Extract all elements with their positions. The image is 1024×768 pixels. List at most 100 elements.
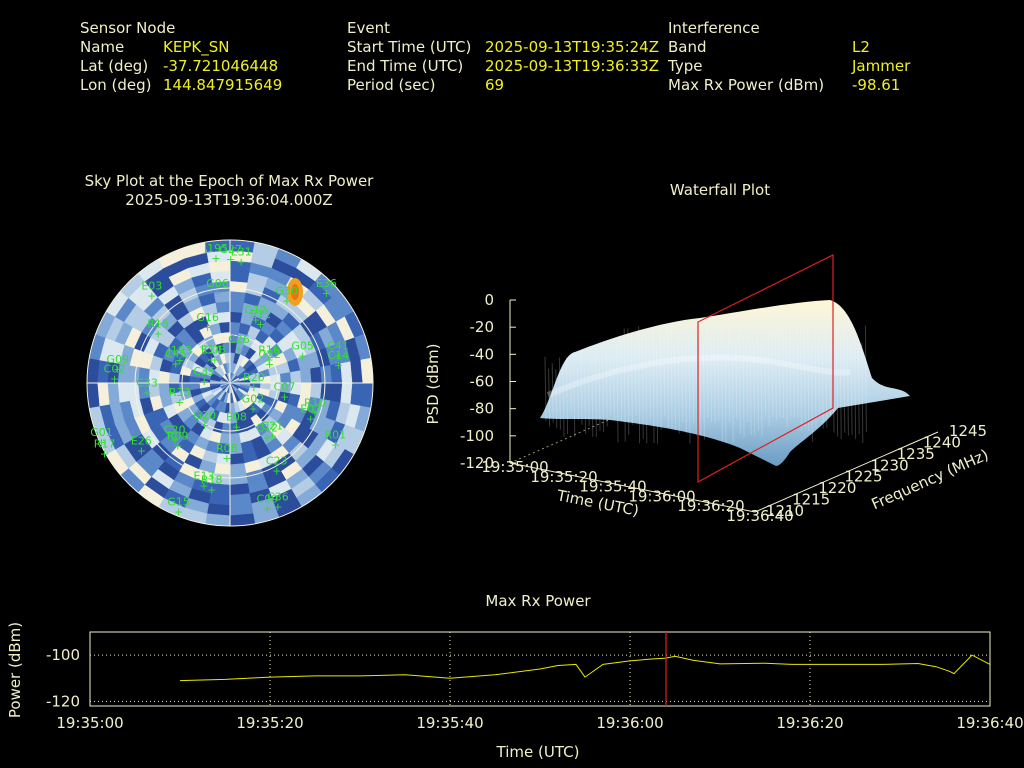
sensor-lat-value: -37.721046448 (163, 57, 279, 75)
satellite-label: R15 (147, 317, 169, 330)
skyplot-cell (320, 364, 333, 384)
interference-band-value: L2 (852, 38, 870, 56)
skyplot-cell (217, 311, 231, 323)
waterfall-surface-streak (713, 339, 716, 424)
satellite-label: E08 (226, 410, 247, 423)
waterfall-surface-streak (854, 331, 857, 440)
satellite-marker: + (256, 318, 265, 331)
maxrx-y-ticks: -100 -120 (46, 646, 80, 710)
satellite-marker: + (331, 438, 340, 451)
satellite-marker: + (211, 252, 220, 265)
sensor-lat-label: Lat (deg) (80, 57, 149, 75)
waterfall-surface-streak (652, 329, 655, 443)
interference-type-label: Type (668, 57, 703, 75)
maxrx-series-line (179, 654, 991, 682)
event-heading: Event (347, 19, 390, 37)
satellite-label: G05 (291, 339, 314, 352)
waterfall-surface-streak (756, 337, 759, 431)
satellite-marker: + (222, 452, 231, 465)
maxrx-y-label: Power (dBm) (6, 622, 24, 718)
satellite-label: C21 (261, 420, 283, 433)
satellite-marker: + (232, 420, 241, 433)
waterfall-surface-streak (782, 326, 785, 419)
waterfall-y-tick-label: 1240 (923, 433, 961, 451)
satellite-label: G06 (206, 277, 229, 290)
satellite-marker: + (248, 402, 257, 415)
satellite-marker: + (97, 436, 106, 449)
satellite-marker: + (170, 434, 179, 447)
maxrx-y-tick-label: -120 (46, 692, 80, 710)
waterfall-marker-plane (697, 254, 834, 484)
waterfall-surface-streak (807, 325, 810, 432)
satellite-marker: + (280, 390, 289, 403)
waterfall-y-tick-label: 1245 (949, 422, 987, 440)
waterfall-surface-streak (731, 340, 734, 443)
satellite-marker: + (264, 353, 273, 366)
satellite-label: C09 (257, 492, 279, 505)
waterfall-surface-streak (670, 325, 673, 428)
satellite-label: E07 (300, 403, 321, 416)
waterfall-z-tick-label: -20 (470, 318, 495, 336)
maxrx-x-label: Time (UTC) (496, 743, 580, 761)
satellite-marker: + (249, 381, 258, 394)
waterfall-surface-streak (551, 363, 554, 423)
waterfall-y-tick-label: 1210 (766, 502, 804, 520)
satellite-marker: + (113, 363, 122, 376)
skyplot-cell (360, 357, 373, 384)
satellite-marker: + (200, 419, 209, 432)
waterfall-surface-streak (774, 330, 777, 421)
satellite-marker: + (147, 289, 156, 302)
waterfall-surface-streak (580, 354, 583, 425)
interference-maxrx-value: -98.61 (852, 76, 901, 94)
satellite-label: C02 (104, 362, 126, 375)
interference-heading: Interference (668, 19, 760, 37)
satellite-label: G22 (258, 348, 281, 361)
skyplot-cell (229, 473, 249, 486)
satellite-marker: + (210, 354, 219, 367)
waterfall-z-tick-label: -60 (470, 373, 495, 391)
satellite-label: C35 (193, 365, 215, 378)
waterfall-surface-streak (818, 336, 821, 418)
waterfall-surface-streak (710, 337, 713, 422)
waterfall-surface-streak (796, 325, 799, 418)
maxrx-grid (90, 632, 990, 706)
satellite-marker: + (203, 321, 212, 334)
waterfall-surface-streak (605, 350, 608, 427)
satellite-marker: + (110, 372, 119, 385)
satellite-label: R01 (325, 428, 347, 441)
waterfall-z-tick-label: -80 (470, 400, 495, 418)
satellite-marker: + (207, 353, 216, 366)
interference-type-value: Jammer (852, 57, 911, 75)
waterfall-surface-streak (648, 344, 651, 419)
satellite-label: C08 (204, 344, 226, 357)
waterfall-surface-streak (742, 334, 745, 438)
skyplot-cell (300, 382, 312, 398)
waterfall-y-tick-label: 1215 (792, 491, 830, 509)
satellite-marker: + (273, 501, 282, 514)
satellite-label: C26 (228, 333, 250, 346)
skyplot-cell (229, 483, 250, 496)
sensor-node-heading: Sensor Node (80, 19, 176, 37)
sensor-name-label: Name (80, 38, 125, 56)
waterfall-surface-streak (674, 344, 677, 430)
waterfall-surface-streak (594, 352, 597, 437)
skyplot-subtitle: 2025-09-13T19:36:04.000Z (125, 191, 332, 209)
satellite-label: E03 (141, 279, 162, 292)
satellite-marker: + (171, 357, 180, 370)
waterfall-surface-streak (627, 328, 630, 435)
satellite-label: G15 (167, 496, 190, 509)
satellite-marker: + (173, 440, 182, 453)
event-start-value: 2025-09-13T19:35:24Z (485, 38, 659, 56)
skyplot-cell (229, 280, 249, 293)
satellite-label: E26 (131, 435, 152, 448)
skyplot-cell (300, 368, 312, 384)
satellite-marker: + (153, 327, 162, 340)
event-start-label: Start Time (UTC) (347, 38, 472, 56)
satellite-label: E11 (250, 308, 271, 321)
waterfall-surface-streak (558, 357, 561, 430)
satellite-marker: + (175, 396, 184, 409)
waterfall-x-ticks: 19:35:0019:35:2019:35:4019:36:0019:36:20… (481, 458, 793, 525)
waterfall-surface-streak (616, 343, 619, 443)
waterfall-surface-streak (839, 337, 842, 440)
